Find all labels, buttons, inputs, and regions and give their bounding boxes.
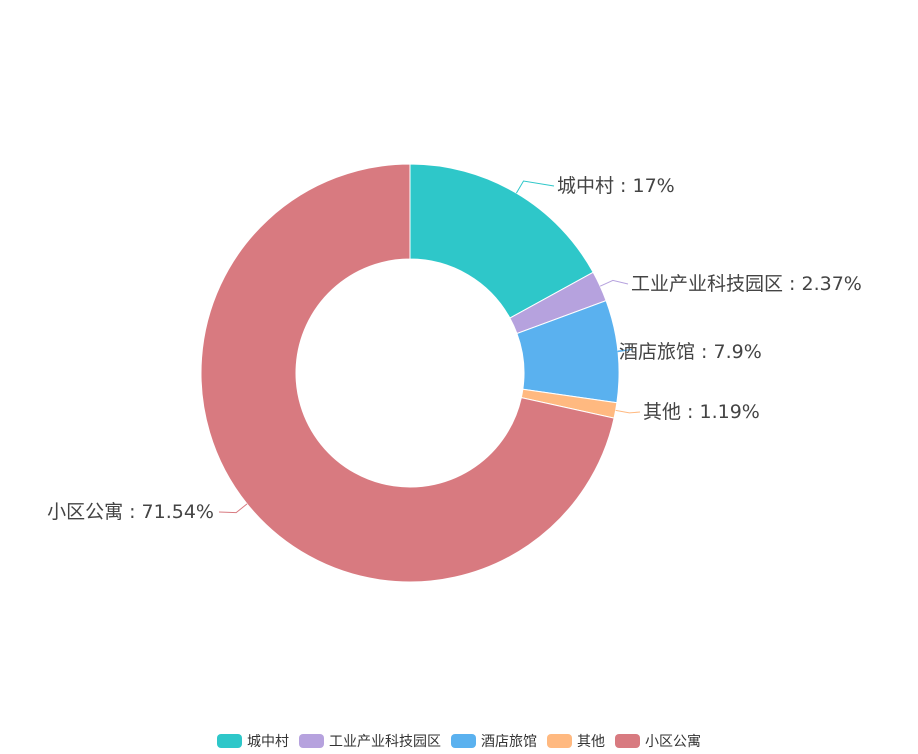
legend-swatch: [217, 734, 242, 748]
legend-swatch: [451, 734, 476, 748]
legend-swatch: [299, 734, 324, 748]
data-label: 酒店旅馆 : 7.9%: [619, 341, 762, 363]
legend-item-酒店旅馆[interactable]: 酒店旅馆: [451, 731, 537, 751]
label-line: [615, 349, 632, 353]
legend-item-工业产业科技园区[interactable]: 工业产业科技园区: [299, 731, 441, 751]
label-line: [515, 180, 555, 194]
slice-城中村[interactable]: [409, 163, 594, 319]
legend-label: 小区公寓: [645, 734, 701, 750]
slice-小区公寓[interactable]: [200, 163, 615, 583]
data-label: 工业产业科技园区 : 2.37%: [631, 273, 862, 295]
legend-item-小区公寓[interactable]: 小区公寓: [615, 731, 701, 751]
legend: 城中村 工业产业科技园区 酒店旅馆 其他 小区公寓: [0, 731, 918, 751]
legend-label: 城中村: [247, 734, 289, 750]
legend-label: 酒店旅馆: [481, 734, 537, 750]
label-line: [218, 503, 248, 514]
legend-item-城中村[interactable]: 城中村: [217, 731, 289, 751]
legend-label: 其他: [577, 734, 605, 750]
legend-swatch: [547, 734, 572, 748]
data-label: 城中村 : 17%: [557, 175, 675, 197]
label-line: [599, 279, 629, 287]
data-label: 其他 : 1.19%: [643, 401, 760, 423]
legend-label: 工业产业科技园区: [329, 734, 441, 750]
legend-swatch: [615, 734, 640, 748]
label-line: [615, 409, 641, 414]
legend-item-其他[interactable]: 其他: [547, 731, 605, 751]
data-label: 小区公寓 : 71.54%: [47, 501, 214, 523]
